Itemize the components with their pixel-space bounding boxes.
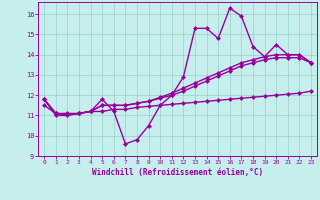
X-axis label: Windchill (Refroidissement éolien,°C): Windchill (Refroidissement éolien,°C) <box>92 168 263 177</box>
